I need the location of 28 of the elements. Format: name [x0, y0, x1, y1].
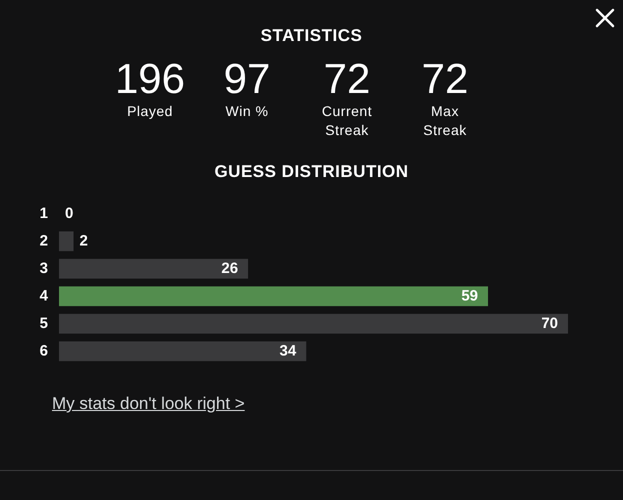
text: Current Streak — [320, 102, 374, 140]
y-tick-label: 3 — [40, 260, 48, 277]
text: STATISTICS — [260, 26, 364, 46]
bar — [59, 258, 248, 279]
bar — [59, 286, 488, 306]
text: Win % — [224, 102, 270, 121]
bar — [59, 231, 74, 252]
data-label: 70 — [541, 314, 558, 332]
data-label: 26 — [221, 260, 238, 277]
data-label: 2 — [80, 232, 88, 250]
y-tick-label: 5 — [40, 314, 48, 332]
text: My stats don't look right > — [52, 394, 245, 414]
text: 72 — [420, 55, 470, 102]
bar — [59, 314, 568, 334]
y-tick-label: 2 — [40, 232, 48, 250]
text: Played — [126, 102, 174, 121]
bar — [59, 341, 306, 362]
y-tick-label: 6 — [40, 342, 48, 360]
text: Max Streak — [422, 102, 468, 140]
data-label: 59 — [461, 287, 478, 304]
text: 72 — [322, 55, 372, 102]
y-tick-label: 4 — [40, 287, 49, 304]
data-label: 0 — [65, 204, 74, 222]
text: 97 — [222, 55, 272, 102]
data-label: 34 — [280, 342, 297, 360]
y-tick-label: 1 — [40, 204, 48, 222]
chart-title: GUESS DISTRIBUTION — [213, 162, 410, 182]
text: 196 — [114, 55, 186, 102]
